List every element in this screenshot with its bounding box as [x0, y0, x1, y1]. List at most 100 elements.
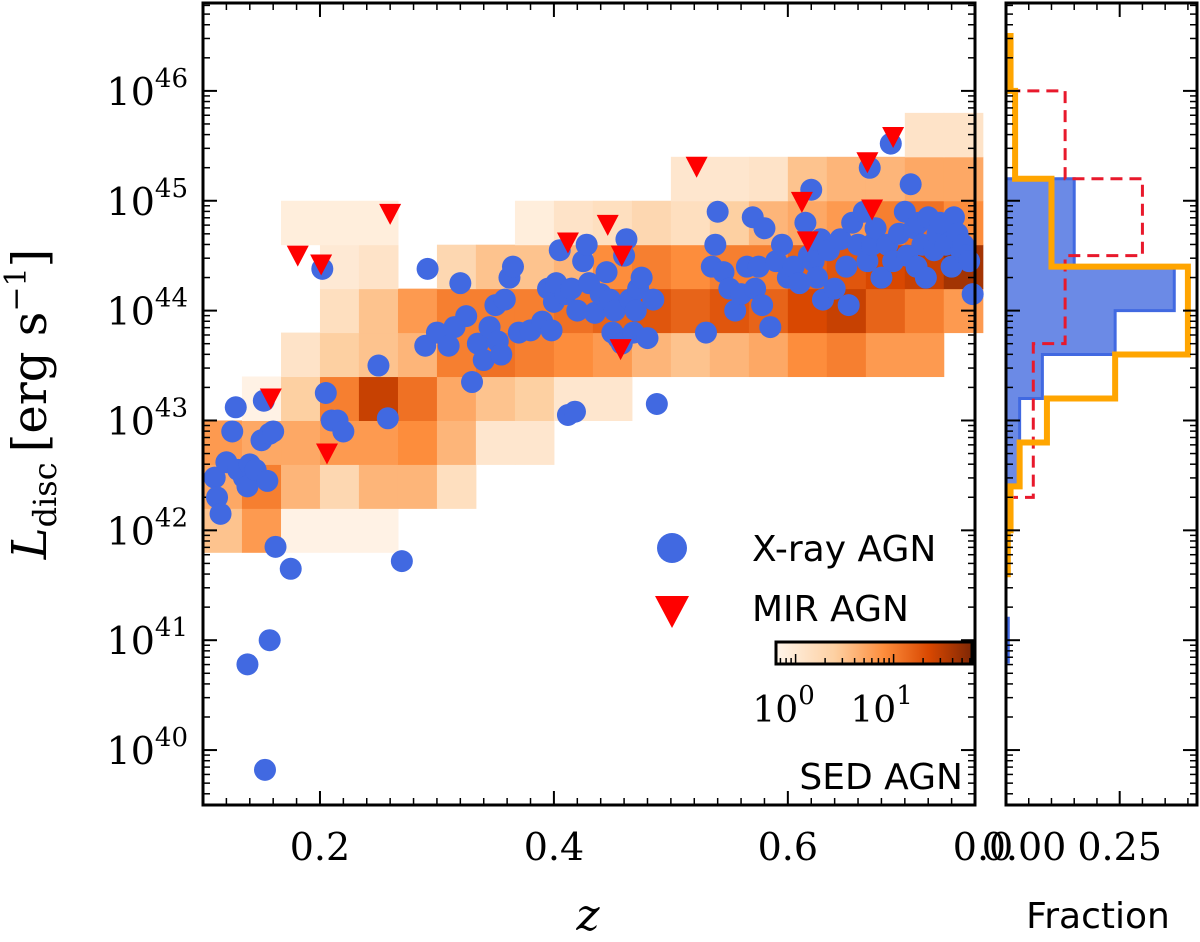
hist-sed-agn	[1004, 32, 1191, 578]
heatmap-cell	[281, 200, 321, 246]
heatmap-cell	[281, 376, 321, 421]
xray-agn-point	[236, 475, 259, 498]
x-tick-label: 0.4	[524, 825, 584, 869]
x-tick-label: 0.0	[953, 825, 1013, 869]
xray-agn-point	[914, 266, 937, 289]
scatter-points	[203, 127, 984, 781]
xray-agn-point	[615, 228, 638, 251]
mir-agn-point	[796, 231, 819, 253]
svg-text:Ldisc[erg s−1]: Ldisc [erg s−1]	[0, 249, 64, 561]
heatmap-cell	[631, 200, 672, 246]
hist-x-axis-label: Fraction	[1026, 896, 1170, 937]
xray-agn-point	[856, 250, 879, 273]
mir-agn-point	[259, 388, 282, 410]
hist-plot-frame	[1004, 1, 1199, 807]
mir-agn-point	[790, 191, 813, 213]
legend: X-ray AGN MIR AGN	[655, 529, 936, 630]
main-y-tick-labels: 1040 1041 1042 1043 1044 1045 1046	[107, 64, 188, 773]
xray-agn-point	[560, 277, 583, 300]
y-tick-label: 1043	[107, 393, 188, 443]
heatmap-cell	[397, 376, 438, 421]
xray-agn-point	[624, 299, 647, 322]
heatmap-cell	[281, 464, 321, 509]
xray-agn-point	[367, 354, 390, 377]
heatmap-cell	[475, 420, 516, 465]
mir-agn-point	[882, 127, 905, 149]
xray-agn-point	[236, 653, 259, 676]
y-label-symbol: L	[2, 527, 58, 560]
xray-agn-point	[864, 217, 887, 240]
heatmap-cell	[358, 464, 399, 509]
xray-agn-point	[258, 629, 281, 652]
legend-label-mir: MIR AGN	[752, 589, 909, 630]
heatmap-cell	[865, 288, 906, 334]
xray-agn-point	[823, 277, 846, 300]
xray-agn-point	[595, 261, 618, 284]
xray-agn-point	[753, 217, 776, 240]
heatmap-cell	[826, 332, 867, 378]
x-tick-label: 0.6	[758, 825, 818, 869]
y-tick-label: 1045	[107, 174, 188, 224]
xray-agn-point	[253, 758, 276, 781]
xray-agn-point	[540, 319, 563, 342]
mir-agn-point	[609, 339, 632, 361]
heatmap-cell	[397, 464, 438, 509]
xray-agn-point	[572, 250, 595, 273]
heatmap-cell	[787, 332, 828, 378]
mir-agn-point	[861, 199, 884, 221]
xray-agn-point	[256, 469, 279, 492]
colorbar-label: SED AGN	[799, 757, 963, 798]
y-label-units: [erg s	[2, 312, 58, 453]
xray-agn-point	[806, 266, 829, 289]
xray-agn-point	[264, 535, 287, 558]
hist-xray-agn	[1004, 177, 1176, 664]
xray-agn-point	[449, 272, 472, 295]
heatmap-cell	[281, 332, 321, 378]
legend-marker-mir	[655, 596, 689, 628]
xray-agn-point	[744, 277, 767, 300]
xray-agn-point	[262, 420, 285, 443]
xray-agn-point	[942, 206, 965, 229]
xray-agn-point	[314, 382, 337, 405]
xray-agn-point	[835, 255, 858, 278]
y-label-subscript: disc	[26, 462, 64, 527]
heatmap-cell	[748, 156, 789, 202]
heatmap-cell	[904, 332, 945, 378]
xray-agn-point	[490, 343, 513, 366]
xray-agn-point	[209, 502, 232, 525]
xray-agn-point	[630, 266, 653, 289]
mir-agn-point	[379, 203, 402, 225]
heatmap-cell	[319, 464, 360, 509]
sed-colorbar: 100 101 SED AGN	[752, 640, 974, 798]
xray-agn-point	[694, 321, 717, 344]
heatmap-cell	[943, 156, 984, 202]
heatmap-cell	[319, 288, 360, 334]
xray-agn-point	[704, 233, 727, 256]
heatmap-cell	[319, 508, 360, 553]
xray-agn-point	[706, 200, 729, 223]
hist-x-tick-labels: 0.00 0.25	[982, 825, 1162, 869]
xray-agn-point	[575, 233, 598, 256]
heatmap-cell	[514, 376, 555, 421]
xray-agn-point	[332, 420, 355, 443]
xray-agn-point	[472, 349, 495, 372]
xray-agn-point	[455, 305, 478, 328]
heatmap-cell	[358, 508, 399, 553]
y-tick-label: 1046	[107, 64, 188, 114]
xray-agn-point	[221, 420, 244, 443]
hist-x-tick-label: 0.25	[1077, 825, 1162, 869]
colorbar-tick-label: 101	[850, 681, 912, 731]
xray-agn-point	[961, 283, 984, 306]
xray-agn-point	[376, 407, 399, 430]
heatmap-cell	[670, 200, 711, 246]
y-axis-label: Ldisc [erg s−1]	[0, 249, 64, 561]
heatmap-cell	[748, 332, 789, 378]
colorbar-tick-label: 100	[752, 681, 814, 731]
xray-agn-point	[390, 550, 413, 573]
xray-agn-point	[759, 316, 782, 339]
main-x-tick-labels: 0.2 0.4 0.6 0.0	[290, 825, 1013, 869]
heatmap-cell	[592, 376, 633, 421]
xray-agn-point	[566, 299, 589, 322]
mir-agn-point	[286, 245, 309, 267]
colorbar-gradient	[774, 640, 974, 666]
